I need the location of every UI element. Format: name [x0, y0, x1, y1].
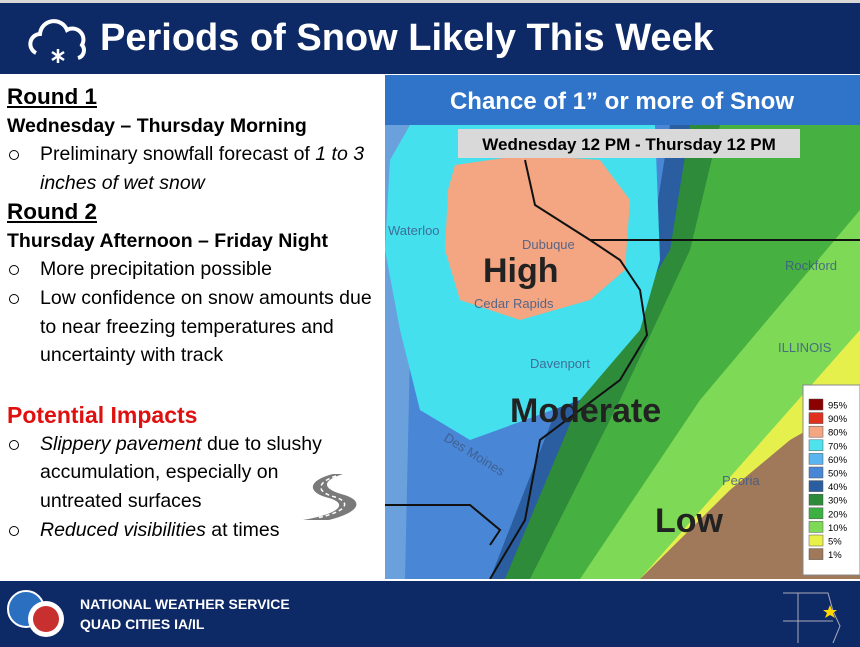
- bullet: Low confidence on snow amounts due to ne…: [7, 284, 379, 370]
- bullet-text: at times: [211, 518, 280, 541]
- footer-line1: NATIONAL WEATHER SERVICE: [80, 596, 290, 612]
- legend-swatch: [808, 439, 824, 452]
- footer-line2: QUAD CITIES IA/IL: [80, 616, 205, 632]
- legend-swatch: [808, 480, 824, 492]
- legend-swatch: [808, 493, 824, 506]
- bullet: Reduced visibilities at times: [7, 516, 360, 545]
- legend-label: 70%: [828, 441, 848, 452]
- legend-label: 40%: [828, 482, 848, 493]
- round-period: Wednesday – Thursday Morning: [7, 114, 307, 137]
- region-label: Low: [655, 502, 724, 540]
- legend-swatch: [808, 507, 824, 520]
- round-period: Thursday Afternoon – Friday Night: [7, 229, 329, 252]
- legend-label: 80%: [828, 428, 848, 439]
- bullet-text: 1 to 3 inches of wet snow: [40, 143, 365, 195]
- legend-swatch: [808, 453, 824, 465]
- logos: [7, 590, 64, 637]
- city-label: Waterloo: [388, 223, 440, 238]
- legend-label: 10%: [828, 523, 848, 534]
- map: Chance of 1” or more of Snow Wednesday 1…: [385, 75, 860, 579]
- bullet-text: Preliminary snowfall forecast of: [40, 143, 310, 166]
- bullet-text: Reduced visibilities: [40, 518, 206, 541]
- snow-icon: [28, 19, 86, 63]
- legend-label: 20%: [828, 509, 848, 520]
- legend-label: 30%: [828, 496, 848, 507]
- round-heading: Round 2: [7, 198, 97, 224]
- legend-swatch: [808, 398, 824, 411]
- header: Periods of Snow Likely This Week: [0, 0, 860, 74]
- legend-swatch: [808, 412, 824, 424]
- city-label: Dubuque: [522, 237, 575, 252]
- legend-label: 60%: [828, 455, 848, 466]
- region-label: High: [483, 252, 559, 290]
- legend-swatch: [808, 534, 824, 547]
- legend-label: 50%: [828, 469, 848, 480]
- title: Periods of Snow Likely This Week: [100, 17, 714, 59]
- legend-label: 95%: [828, 401, 848, 412]
- round-heading: Round 1: [7, 84, 97, 109]
- text-panel: Round 1 Wednesday – Thursday Morning Preli…: [7, 83, 379, 545]
- city-label: Rockford: [785, 258, 837, 273]
- legend-swatch: [808, 548, 824, 560]
- bullet: More precipitation possible: [7, 255, 379, 284]
- bullet-text: Low confidence on snow amounts due to ne…: [40, 286, 372, 367]
- bullet-text: due to slushy accumulation, especially o…: [40, 432, 322, 513]
- footer: NATIONAL WEATHER SERVICE QUAD CITIES IA/…: [0, 581, 860, 647]
- bullet-text: Slippery pavement: [40, 432, 202, 455]
- region-label: Moderate: [510, 392, 661, 430]
- legend-swatch: [808, 425, 824, 438]
- city-label: ILLINOIS: [778, 340, 832, 355]
- bullet: Preliminary snowfall forecast of 1 to 3 …: [7, 140, 379, 197]
- legend-swatch: [808, 521, 824, 533]
- impacts: Slippery pavement due to slushy accumula…: [7, 430, 379, 545]
- city-label: Cedar Rapids: [474, 296, 554, 311]
- bullet-text: More precipitation possible: [40, 258, 272, 281]
- impacts-heading: Potential Impacts: [7, 402, 198, 429]
- bullet: Slippery pavement due to slushy accumula…: [7, 430, 360, 516]
- legend-label: 90%: [828, 414, 848, 425]
- map-title: Chance of 1” or more of Snow: [450, 88, 794, 115]
- legend-swatch: [808, 466, 824, 479]
- legend-label: 5%: [828, 537, 842, 548]
- legend-label: 1%: [828, 550, 842, 561]
- city-label: Davenport: [530, 356, 590, 371]
- mini-map: [783, 592, 841, 644]
- city-label: Peoria: [722, 473, 760, 488]
- map-period: Wednesday 12 PM - Thursday 12 PM: [482, 135, 776, 154]
- road-icon: [303, 474, 357, 520]
